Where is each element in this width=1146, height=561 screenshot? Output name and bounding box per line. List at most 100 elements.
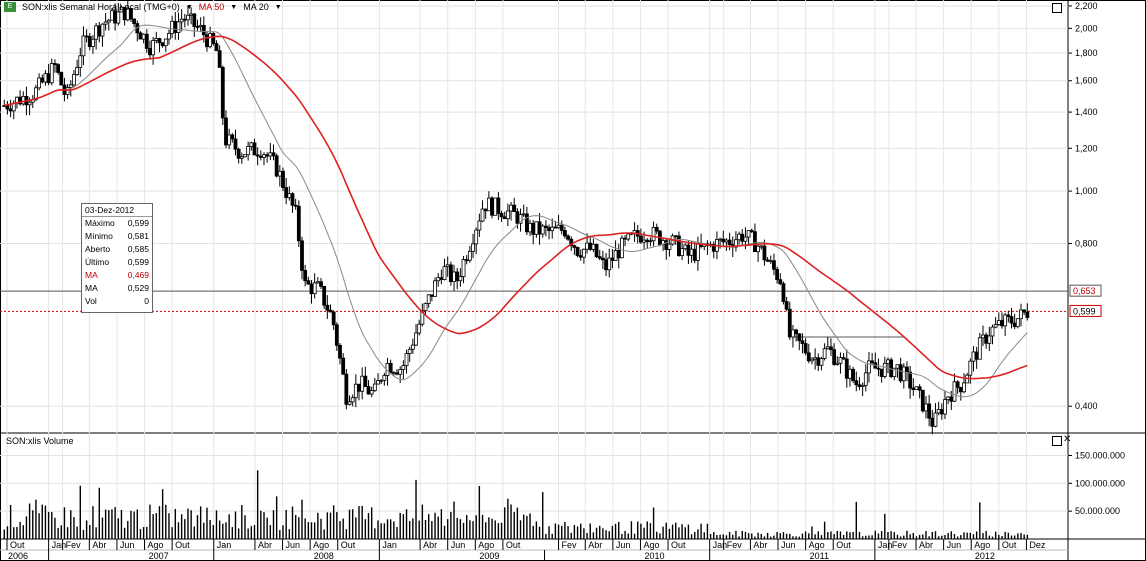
candle-body [217, 50, 222, 68]
candle-body [768, 260, 773, 263]
volume-bar [298, 517, 300, 539]
volume-bar [941, 535, 943, 539]
volume-bar [852, 532, 854, 539]
candle-body [243, 154, 247, 158]
candle-body [429, 294, 434, 297]
info-row-vol: Vol 0 [85, 296, 149, 306]
candle-body [540, 225, 545, 235]
volume-bar [659, 533, 661, 539]
ma20-dropdown-icon[interactable]: ▼ [274, 3, 282, 11]
symbol-label[interactable]: SON:xlis Semanal Hora Local (TMG+0) [22, 2, 180, 12]
volume-bar [890, 531, 892, 539]
maximize-icon[interactable] [1052, 3, 1062, 13]
volume-bar [28, 503, 31, 539]
symbol-dropdown-icon[interactable]: ▼ [185, 3, 193, 11]
ma50-label[interactable]: MA 50 [198, 2, 225, 12]
candle-body [37, 77, 42, 89]
candle-body [784, 301, 789, 310]
volume-bar [402, 514, 405, 539]
year-label: 2010 [645, 551, 665, 561]
candle-body [344, 373, 349, 405]
candle-body [841, 357, 846, 360]
month-label: Out [175, 540, 190, 550]
volume-tick-label: 150.000.000 [1075, 450, 1125, 460]
candle-body [794, 329, 799, 335]
ma50-dropdown-icon[interactable]: ▼ [230, 3, 238, 11]
candle-body [955, 381, 960, 388]
month-label: Ago [313, 540, 329, 550]
candle-body [372, 383, 377, 391]
volume-bar [405, 509, 408, 539]
volume-bar [500, 522, 503, 539]
month-label: Out [10, 540, 25, 550]
candle-body [255, 154, 260, 157]
candle-body [363, 375, 368, 387]
volume-bar [326, 512, 329, 539]
volume-bar [171, 527, 173, 539]
year-label: 2008 [314, 551, 334, 561]
candle-body [265, 154, 270, 157]
candle-body [543, 225, 548, 228]
volume-bar [431, 521, 433, 539]
volume-bar [367, 513, 370, 539]
candle-body [886, 359, 890, 364]
year-label: 2011 [810, 551, 829, 561]
candle-body [347, 401, 352, 405]
volume-bar [665, 522, 667, 539]
candle-body [471, 243, 475, 252]
volume-bar [811, 526, 813, 539]
volume-bar [694, 531, 696, 539]
candle-body [306, 280, 311, 285]
candle-body [616, 250, 621, 259]
volume-bar [282, 525, 284, 539]
volume-bar [339, 521, 341, 539]
volume-bar [446, 519, 449, 539]
candle-body [993, 324, 998, 328]
volume-bar [795, 536, 797, 539]
volume-bar [823, 521, 826, 539]
volume-bar [92, 506, 94, 539]
candle-body [806, 352, 811, 362]
volume-bar [73, 517, 75, 539]
volume-bar [155, 513, 157, 539]
candle-body [696, 242, 700, 261]
candle-body [962, 382, 966, 393]
candle-body [743, 236, 748, 242]
volume-bar [76, 526, 78, 539]
ma20-label[interactable]: MA 20 [243, 2, 269, 12]
candle-body [486, 197, 491, 212]
volume-close-icon[interactable]: ✕ [1063, 434, 1072, 445]
volume-bar [206, 507, 208, 539]
volume-bar [234, 511, 237, 539]
volume-bar [177, 522, 180, 539]
volume-bar [956, 536, 959, 539]
candle-body [977, 337, 982, 360]
volume-bar [1020, 533, 1022, 539]
price-tick-label: 1,000 [1075, 186, 1098, 196]
volume-bar [789, 533, 791, 539]
volume-bar [13, 527, 15, 539]
volume-bar [459, 519, 462, 539]
volume-bar [874, 530, 876, 539]
candle-body [106, 19, 111, 23]
candle-body [87, 36, 92, 47]
candle-body [800, 340, 805, 344]
candle-body [464, 259, 469, 262]
month-label: Jan [52, 540, 67, 550]
candle-body [477, 220, 482, 231]
volume-bar [383, 523, 386, 539]
volume-bar [453, 501, 455, 539]
volume-bar [833, 534, 835, 539]
volume-bar [443, 525, 446, 539]
volume-maximize-icon[interactable] [1052, 436, 1062, 446]
candle-body [391, 372, 396, 375]
candle-body [401, 365, 406, 370]
volume-bar [994, 531, 997, 539]
volume-bar [294, 515, 297, 539]
candle-body [239, 156, 244, 159]
volume-bar [310, 522, 313, 539]
candle-body [591, 243, 596, 250]
volume-bar [700, 523, 702, 539]
volume-bar [393, 521, 395, 539]
